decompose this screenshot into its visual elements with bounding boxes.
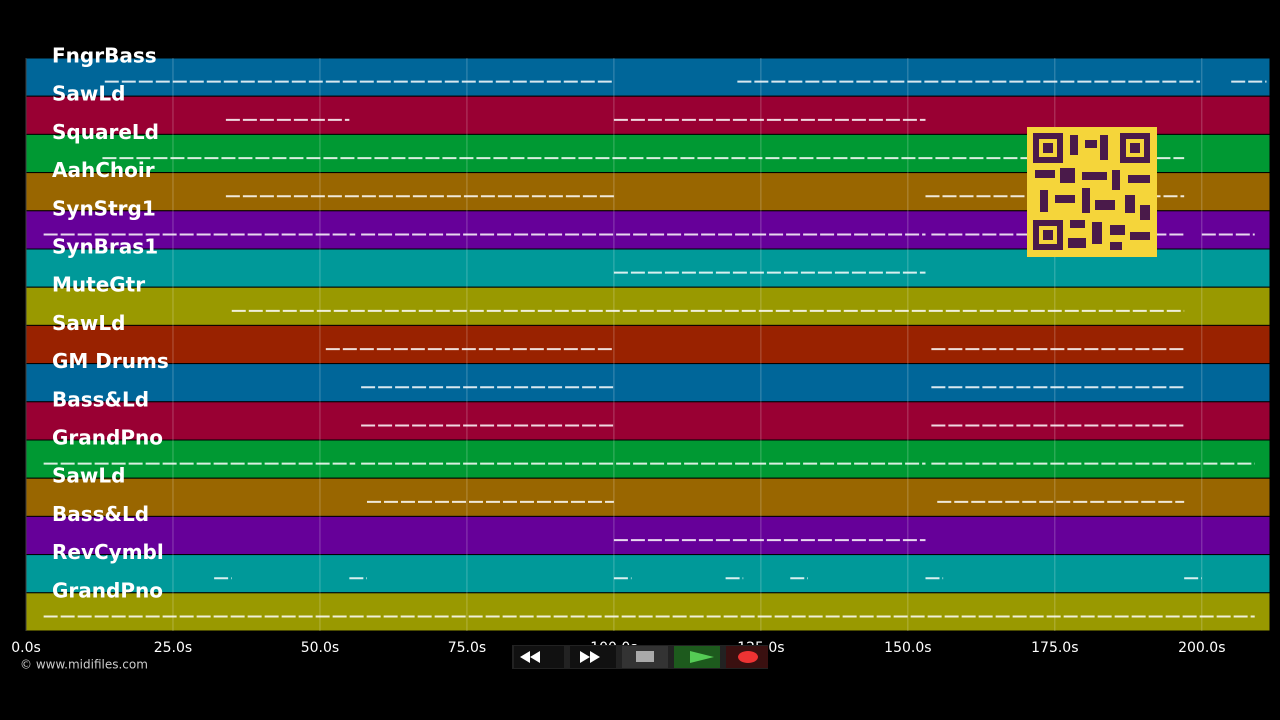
- fast-forward-button[interactable]: [570, 646, 616, 668]
- track-row: [25, 554, 1271, 594]
- time-tick-label: 150.0s: [884, 640, 931, 656]
- track-row: [25, 515, 1271, 556]
- track-name: SquareLd: [52, 120, 159, 144]
- track-name: SawLd: [52, 82, 125, 106]
- track-row: [25, 363, 1271, 403]
- track-row: [25, 439, 1271, 479]
- time-tick-label: 0.0s: [11, 640, 41, 656]
- track-name: Bass&Ld: [52, 387, 149, 411]
- track-row: [25, 401, 1271, 441]
- track-name: Bass&Ld: [52, 502, 149, 526]
- track-name: SynStrg1: [52, 196, 156, 220]
- track-row: [25, 592, 1271, 632]
- time-tick-label: 200.0s: [1178, 640, 1225, 656]
- record-button[interactable]: [726, 646, 768, 668]
- track-row: [25, 286, 1271, 326]
- track-name: AahChoir: [52, 158, 155, 182]
- play-button[interactable]: [674, 646, 720, 668]
- track-name: MuteGtr: [52, 273, 145, 297]
- track-name: GM Drums: [52, 349, 169, 373]
- track-name: SawLd: [52, 464, 125, 488]
- copyright: © www.midifiles.com: [20, 658, 148, 672]
- time-tick-label: 50.0s: [301, 640, 339, 656]
- labels: FngrBass SawLd SquareLd AahChoir SynStrg1 Syn…: [52, 44, 169, 603]
- track-name: SynBras1: [52, 235, 158, 259]
- track-name: FngrBass: [52, 44, 157, 68]
- time-tick-label: 175.0s: [1031, 640, 1078, 656]
- rewind-button[interactable]: [514, 646, 564, 668]
- transport-controls: [512, 645, 768, 669]
- track-row: [25, 57, 1271, 97]
- qr-code: [1027, 127, 1157, 257]
- track-name: RevCymbl: [52, 540, 164, 564]
- track-row: [25, 477, 1271, 517]
- stop-button[interactable]: [622, 646, 668, 668]
- time-tick-label: 75.0s: [448, 640, 486, 656]
- track-name: GrandPno: [52, 578, 163, 602]
- track-name: SawLd: [52, 311, 125, 335]
- track-row: [25, 324, 1271, 365]
- time-tick-label: 25.0s: [154, 640, 192, 656]
- track-name: GrandPno: [52, 426, 163, 450]
